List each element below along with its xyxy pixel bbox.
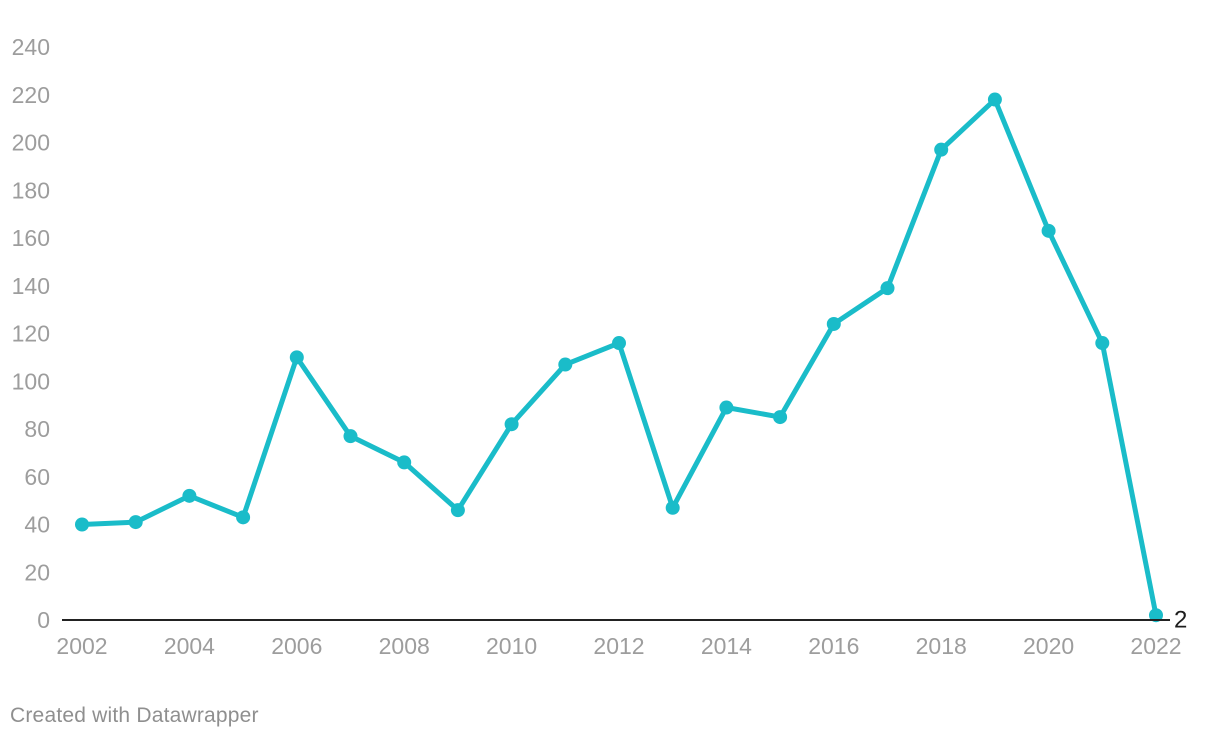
data-point[interactable]	[773, 410, 788, 425]
data-point[interactable]	[987, 92, 1002, 107]
data-point[interactable]	[182, 488, 197, 503]
data-point[interactable]	[397, 455, 412, 470]
x-tick-label: 2006	[271, 633, 322, 659]
y-tick-label: 80	[24, 416, 50, 442]
data-point[interactable]	[719, 400, 734, 415]
data-point[interactable]	[880, 281, 895, 296]
y-axis-tick-labels: 0 20 40 60 80 100 120 140 160 180 200 220 240	[12, 34, 50, 633]
data-point[interactable]	[1041, 223, 1056, 238]
y-tick-label: 100	[12, 368, 50, 394]
y-tick-label: 220	[12, 82, 50, 108]
x-axis-tick-labels: 2002 2004 2006 2008 2010 2012 2014 2016 2018 2020…	[56, 633, 1181, 659]
x-tick-label: 2008	[379, 633, 430, 659]
y-tick-label: 40	[24, 512, 50, 538]
y-tick-label: 120	[12, 321, 50, 347]
data-point[interactable]	[1149, 608, 1163, 623]
data-points	[75, 92, 1163, 623]
data-point[interactable]	[289, 350, 304, 365]
x-tick-label: 2004	[164, 633, 215, 659]
x-tick-label: 2010	[486, 633, 537, 659]
data-point[interactable]	[75, 517, 89, 532]
data-point[interactable]	[128, 515, 143, 530]
x-tick-label: 2014	[701, 633, 752, 659]
datawrapper-credit: Created with Datawrapper	[10, 704, 259, 727]
data-point[interactable]	[826, 316, 841, 331]
y-tick-label: 140	[12, 273, 50, 299]
y-tick-label: 240	[12, 34, 50, 60]
x-tick-label: 2022	[1130, 633, 1181, 659]
x-tick-label: 2018	[916, 633, 967, 659]
data-point[interactable]	[450, 503, 465, 518]
x-tick-label: 2020	[1023, 633, 1074, 659]
data-point[interactable]	[504, 417, 519, 432]
y-tick-label: 20	[24, 559, 50, 585]
y-tick-label: 180	[12, 177, 50, 203]
data-point[interactable]	[558, 357, 573, 372]
end-value-label: 2	[1174, 607, 1187, 634]
y-tick-label: 0	[37, 607, 50, 633]
x-tick-label: 2016	[808, 633, 859, 659]
y-tick-label: 200	[12, 130, 50, 156]
data-point[interactable]	[612, 336, 626, 351]
x-tick-label: 2002	[56, 633, 107, 659]
data-point[interactable]	[934, 142, 949, 157]
data-point[interactable]	[1095, 336, 1110, 351]
data-point[interactable]	[236, 510, 251, 525]
series-line	[79, 97, 1159, 618]
data-point[interactable]	[343, 429, 358, 444]
x-tick-label: 2012	[593, 633, 644, 659]
y-tick-label: 60	[24, 464, 50, 490]
y-tick-label: 160	[12, 225, 50, 251]
data-point[interactable]	[665, 500, 680, 515]
